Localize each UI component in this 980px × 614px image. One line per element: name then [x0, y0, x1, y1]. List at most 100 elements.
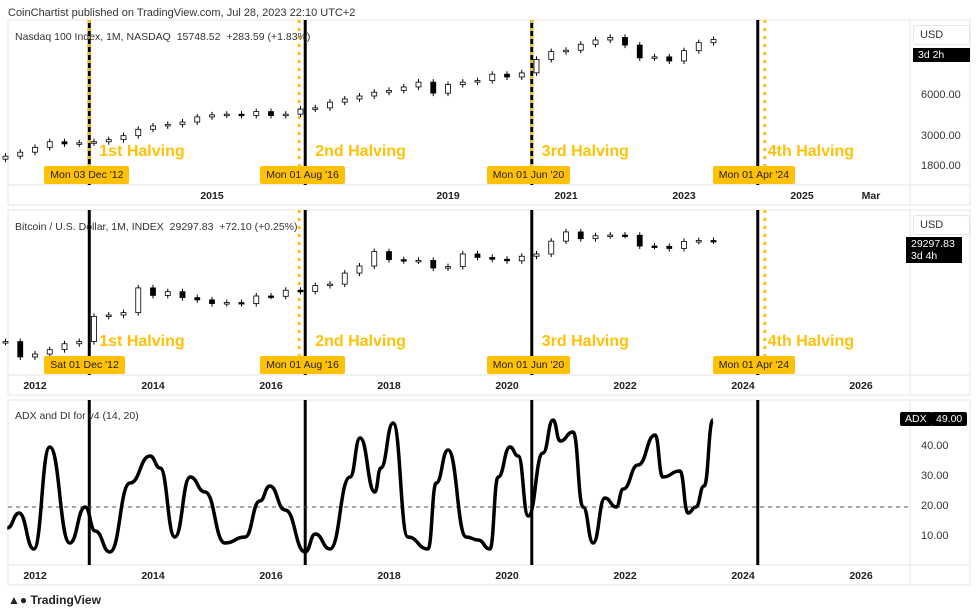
time-axis-tick: 2014: [141, 570, 165, 582]
halving-label: 3rd Halving: [541, 143, 629, 160]
nasdaq-candle: [651, 56, 658, 59]
btc-change: +72.10 (+0.25%): [219, 221, 298, 233]
nasdaq-last: 15748.52: [176, 31, 221, 43]
halving-date-badge: Mon 01 Apr '24: [712, 356, 796, 374]
halving-date-badge: Mon 01 Aug '16: [260, 356, 345, 374]
nasdaq-candle: [209, 114, 215, 118]
nasdaq-candle: [312, 107, 319, 110]
btc-candle: [2, 341, 9, 344]
nasdaq-candle: [253, 111, 260, 116]
adx-line: [6, 418, 715, 554]
halving-label: 4th Halving: [767, 333, 854, 350]
btc-candle: [651, 245, 658, 248]
time-axis-tick: 2021: [554, 190, 578, 202]
btc-candle: [46, 349, 53, 355]
nasdaq-candle: [415, 81, 422, 88]
btc-candle: [430, 260, 437, 269]
btc-candle: [681, 241, 687, 249]
nasdaq-candle: [179, 121, 186, 125]
halving-label: 1st Halving: [99, 143, 185, 160]
nasdaq-candle: [297, 108, 304, 115]
btc-candle: [356, 265, 363, 274]
btc-candle: [695, 240, 702, 243]
nasdaq-candle: [2, 155, 9, 160]
btc-candle: [297, 289, 304, 293]
nasdaq-legend: Nasdaq 100 Index, 1M, NASDAQ 15748.52 +2…: [15, 31, 310, 43]
tradingview-logo[interactable]: ▲● TradingView: [8, 593, 101, 607]
nasdaq-candle: [32, 146, 38, 153]
btc-candle: [533, 253, 540, 257]
btc-candle: [622, 234, 628, 237]
btc-candle: [459, 253, 466, 268]
adx-series-label: ADX: [900, 412, 932, 426]
time-axis-tick: 2020: [495, 570, 519, 582]
btc-candle: [666, 245, 673, 249]
btc-candle: [636, 234, 643, 247]
nasdaq-candle: [341, 98, 348, 103]
btc-candle: [710, 240, 717, 243]
btc-candle: [400, 259, 407, 262]
footer-logo-text: TradingView: [30, 593, 101, 607]
nasdaq-candle: [356, 95, 363, 100]
currency-button-btc[interactable]: USD: [913, 215, 970, 235]
nasdaq-candle: [282, 113, 289, 117]
nasdaq-countdown: 3d 2h: [913, 48, 970, 62]
btc-candle: [548, 240, 555, 255]
nasdaq-candle: [150, 125, 156, 130]
btc-candle: [268, 295, 274, 298]
btc-title: Bitcoin / U.S. Dollar, 1M, INDEX: [15, 221, 164, 233]
nasdaq-candle: [400, 86, 407, 91]
btc-candle: [518, 255, 525, 262]
nasdaq-candle: [135, 128, 142, 137]
nasdaq-candle: [91, 141, 97, 144]
halving-date-badge: Mon 01 Apr '24: [712, 166, 796, 184]
time-axis-tick: 2020: [495, 380, 519, 392]
nasdaq-change: +283.59 (+1.83%): [226, 31, 311, 43]
time-axis-tick: 2024: [731, 380, 755, 392]
time-axis-tick: 2012: [23, 380, 47, 392]
btc-last: 29297.83: [169, 221, 214, 233]
btc-candle: [17, 341, 24, 358]
btc-candle: [135, 287, 142, 314]
btc-candle: [76, 341, 83, 345]
nasdaq-candle: [327, 101, 333, 109]
nasdaq-candle: [504, 73, 510, 78]
btc-candle: [341, 272, 348, 285]
panel-border: [7, 19, 971, 206]
btc-candle: [386, 251, 392, 261]
btc-candle: [32, 353, 38, 358]
nasdaq-candle: [489, 73, 496, 82]
time-axis-tick: Mar: [861, 190, 881, 202]
publish-header: CoinChartist published on TradingView.co…: [8, 7, 356, 19]
btc-candle: [61, 343, 68, 351]
panel-border: [7, 209, 971, 396]
nasdaq-candle: [592, 39, 599, 45]
adx-axis-tick: 10.00: [921, 530, 949, 542]
btc-candle: [282, 289, 289, 297]
btc-candle: [164, 291, 171, 296]
nasdaq-candle: [17, 151, 24, 157]
halving-date-badge: Sat 01 Dec '12: [44, 356, 125, 374]
nasdaq-candle: [76, 142, 83, 145]
time-axis-tick: 2019: [436, 190, 460, 202]
btc-candle: [105, 314, 112, 317]
nasdaq-candle: [636, 44, 643, 59]
currency-button-nasdaq[interactable]: USD: [913, 25, 970, 45]
halving-date-badge: Mon 01 Aug '16: [260, 166, 345, 184]
btc-candle: [179, 291, 186, 299]
btc-candle: [238, 302, 245, 305]
nasdaq-candle: [622, 37, 628, 46]
nasdaq-candle: [563, 49, 569, 53]
panel-border: [7, 399, 971, 586]
adx-axis-tick: 20.00: [921, 500, 949, 512]
time-axis-tick: 2023: [672, 190, 696, 202]
btc-candle: [577, 231, 584, 240]
nasdaq-candle: [61, 141, 68, 145]
btc-candle: [415, 260, 422, 263]
time-axis-tick: 2024: [731, 570, 755, 582]
nasdaq-candle: [105, 139, 112, 143]
nasdaq-candle: [223, 113, 230, 117]
nasdaq-title: Nasdaq 100 Index, 1M, NASDAQ: [15, 31, 171, 43]
time-axis-tick: 2022: [613, 570, 637, 582]
